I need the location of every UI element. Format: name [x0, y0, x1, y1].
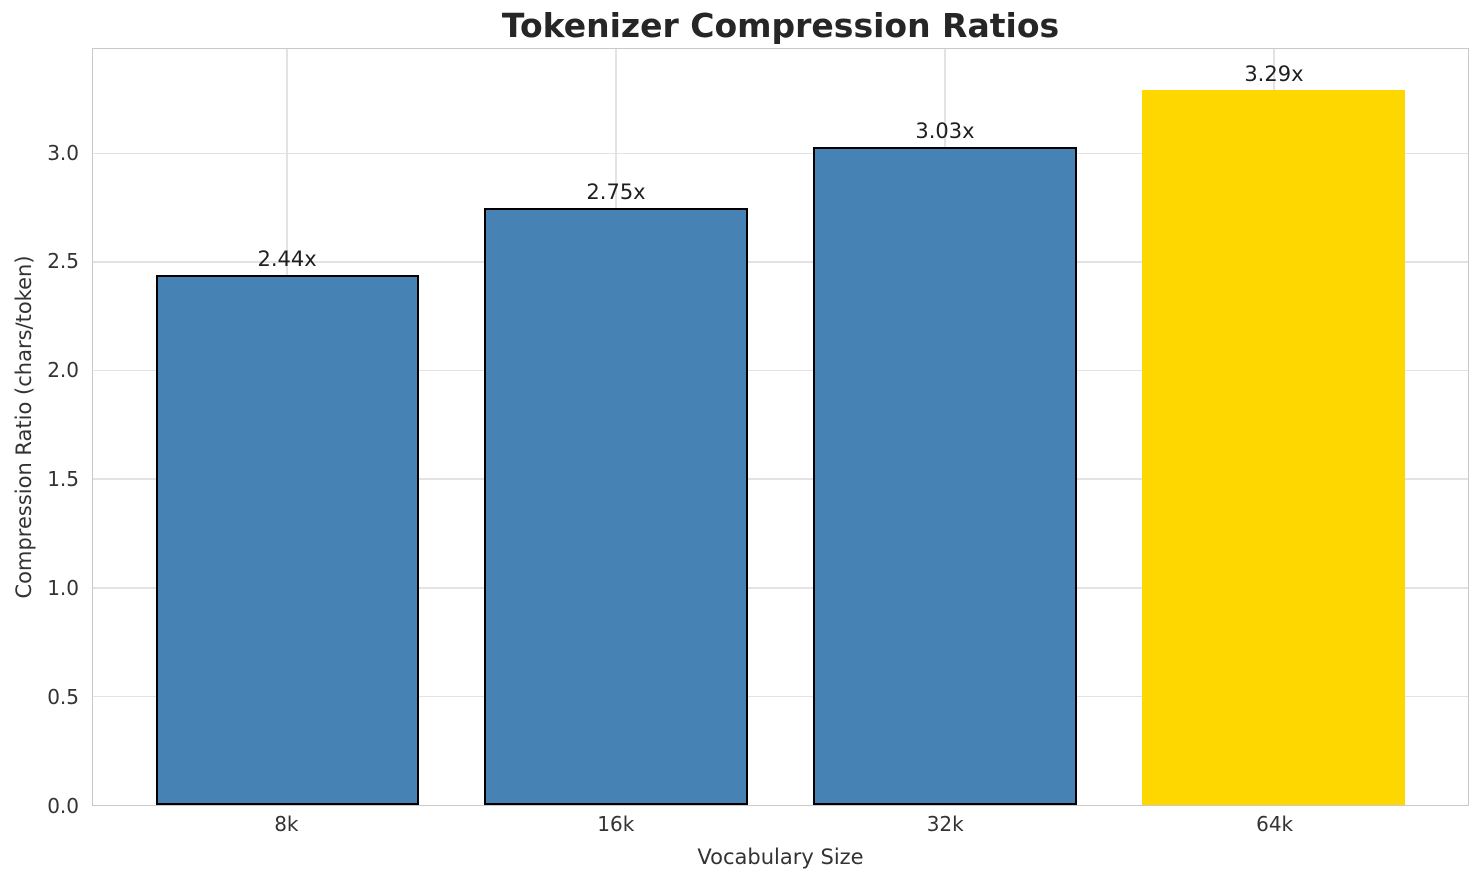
y-tick-label: 3.0 [47, 140, 79, 165]
bar-8k [155, 274, 419, 805]
y-tick-label: 0.0 [47, 794, 79, 818]
x-tick-label: 8k [274, 812, 299, 836]
x-tick-label: 64k [1256, 812, 1294, 836]
y-tick-label: 0.5 [47, 685, 79, 710]
x-tick-label: 32k [926, 812, 964, 836]
horizontal-gridline [93, 261, 1468, 263]
bar-32k [813, 146, 1077, 805]
horizontal-gridline [93, 587, 1468, 589]
bar-value-label: 3.03x [915, 118, 975, 143]
y-tick-label: 1.0 [47, 576, 79, 601]
chart-title: Tokenizer Compression Ratios [501, 6, 1060, 45]
horizontal-gridline [93, 695, 1468, 698]
bar-value-label: 2.44x [257, 246, 317, 271]
x-axis-label: Vocabulary Size [697, 845, 864, 869]
horizontal-gridline [93, 478, 1468, 480]
bar-64k [1142, 90, 1406, 805]
y-tick-label: 2.0 [47, 358, 79, 383]
horizontal-gridline [93, 152, 1468, 155]
horizontal-gridline [93, 369, 1468, 372]
y-tick-label: 2.5 [47, 249, 79, 274]
y-tick-label: 1.5 [47, 467, 79, 492]
bar-16k [484, 207, 748, 805]
y-axis-ticks: 0.0 0.5 1.0 1.5 2.0 2.5 3.0 [0, 48, 92, 818]
x-axis-ticks: 8k 16k 32k 64k [92, 812, 1469, 840]
plot-area: 2.44x 2.75x 3.03x 3.29x [92, 48, 1469, 806]
bar-value-label: 2.75x [586, 179, 646, 204]
x-tick-label: 16k [597, 812, 635, 836]
bar-value-label: 3.29x [1244, 62, 1304, 87]
